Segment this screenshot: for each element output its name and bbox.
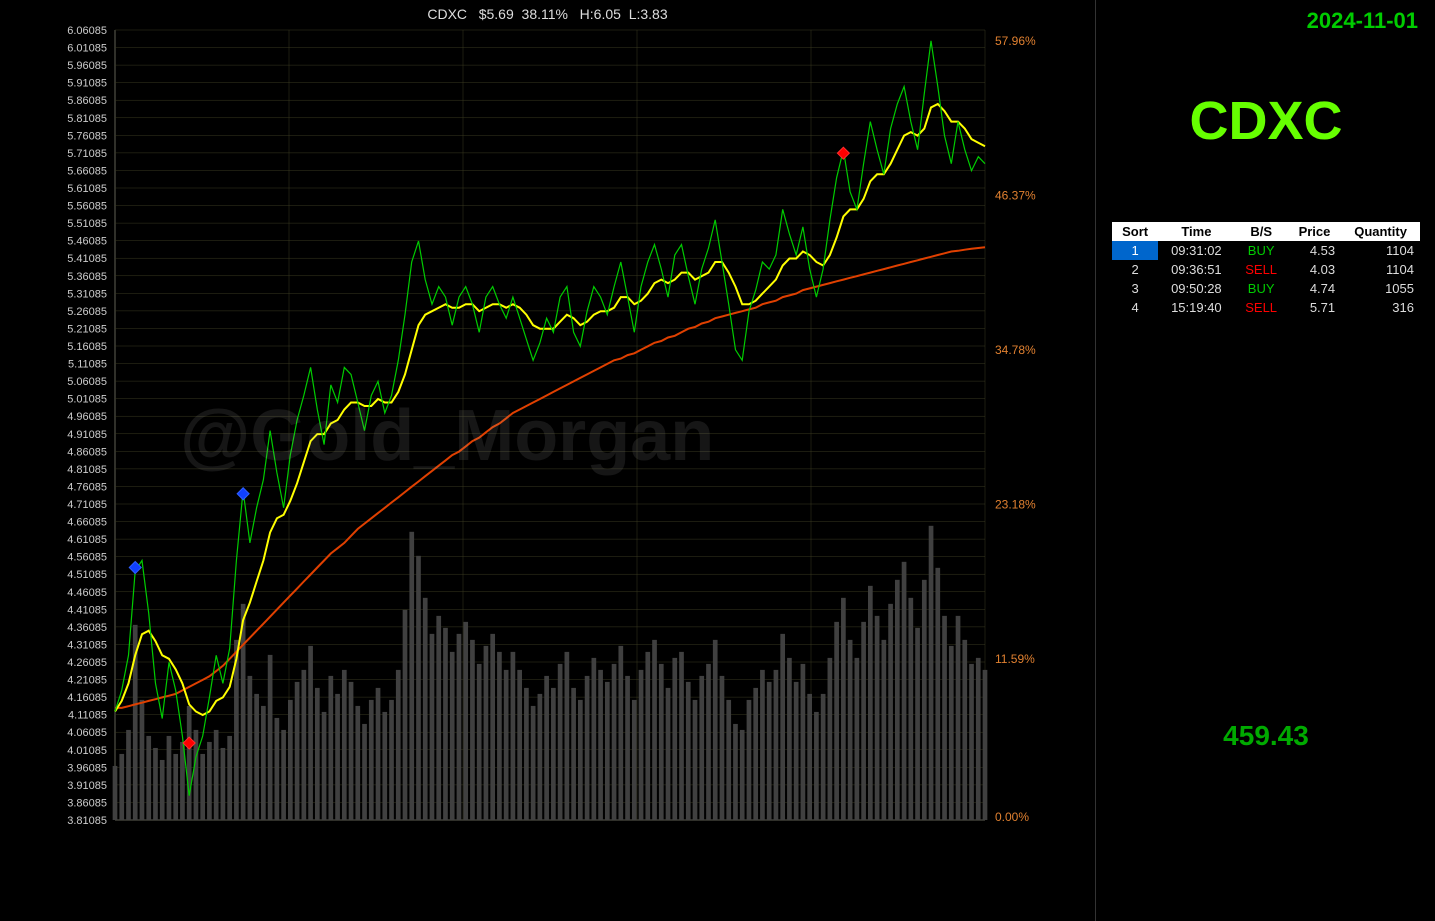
svg-text:46.37%: 46.37% [995,188,1036,202]
trade-bs: SELL [1234,260,1287,279]
trade-qty: 1104 [1341,241,1420,260]
svg-text:6.01085: 6.01085 [67,43,107,55]
trade-time: 15:19:40 [1158,298,1234,317]
svg-text:5.51085: 5.51085 [67,218,107,230]
trade-bs: BUY [1234,279,1287,298]
svg-text:5.11085: 5.11085 [68,359,107,371]
title-high: H:6.05 [580,6,621,22]
trade-row[interactable]: 209:36:51SELL4.031104 [1112,260,1420,279]
svg-text:4.06085: 4.06085 [67,727,107,739]
svg-text:4.41085: 4.41085 [67,604,107,616]
trade-time: 09:31:02 [1158,241,1234,260]
svg-text:3.81085: 3.81085 [67,815,107,827]
svg-text:4.86085: 4.86085 [67,446,107,458]
svg-text:4.46085: 4.46085 [67,587,107,599]
trades-col-price[interactable]: Price [1288,222,1341,241]
svg-text:4.36085: 4.36085 [67,622,107,634]
svg-text:3.96085: 3.96085 [67,762,107,774]
trade-qty: 1104 [1341,260,1420,279]
price-chart: 3.81085 3.86085 3.91085 3.96085 4.01085 4.060… [0,0,1095,921]
svg-text:5.86085: 5.86085 [67,95,107,107]
svg-text:5.66085: 5.66085 [67,165,107,177]
svg-text:5.56085: 5.56085 [67,201,107,213]
svg-text:5.06085: 5.06085 [67,376,107,388]
svg-text:5.91085: 5.91085 [67,78,107,90]
side-date: 2024-11-01 [1307,8,1418,34]
trade-time: 09:36:51 [1158,260,1234,279]
chart-title: CDXC $5.69 38.11% H:6.05 L:3.83 [0,6,1095,22]
trade-sort: 2 [1112,260,1158,279]
trades-col-time[interactable]: Time [1158,222,1234,241]
svg-text:4.76085: 4.76085 [67,481,107,493]
svg-text:4.71085: 4.71085 [67,499,107,511]
title-price: $5.69 [479,6,514,22]
svg-text:5.16085: 5.16085 [67,341,107,353]
svg-text:4.16085: 4.16085 [67,692,107,704]
trades-table: SortTimeB/SPriceQuantity 109:31:02BUY4.5… [1112,222,1420,317]
svg-text:5.41085: 5.41085 [67,253,107,265]
svg-text:5.81085: 5.81085 [67,113,107,125]
svg-text:4.21085: 4.21085 [67,675,107,687]
trade-time: 09:50:28 [1158,279,1234,298]
svg-text:11.59%: 11.59% [995,652,1035,666]
svg-text:3.91085: 3.91085 [67,780,107,792]
trade-bs: SELL [1234,298,1287,317]
trade-price: 5.71 [1288,298,1341,317]
trade-row[interactable]: 109:31:02BUY4.531104 [1112,241,1420,260]
side-value: 459.43 [1096,720,1435,752]
trades-col-quantity[interactable]: Quantity [1341,222,1420,241]
svg-text:5.31085: 5.31085 [67,288,107,300]
trades-col-sort[interactable]: Sort [1112,222,1158,241]
svg-text:4.11085: 4.11085 [68,710,107,722]
svg-text:4.61085: 4.61085 [67,534,107,546]
svg-text:57.96%: 57.96% [995,34,1036,48]
svg-text:5.76085: 5.76085 [67,130,107,142]
svg-text:5.26085: 5.26085 [67,306,107,318]
svg-text:5.61085: 5.61085 [67,183,107,195]
svg-text:5.36085: 5.36085 [67,271,107,283]
trade-sort: 1 [1112,241,1158,260]
svg-text:34.78%: 34.78% [995,343,1036,357]
svg-text:4.91085: 4.91085 [67,429,107,441]
svg-text:5.96085: 5.96085 [67,60,107,72]
title-symbol: CDXC [427,6,467,22]
title-pct: 38.11% [522,6,568,22]
trade-price: 4.03 [1288,260,1341,279]
svg-text:4.26085: 4.26085 [67,657,107,669]
side-symbol: CDXC [1096,90,1435,152]
trade-bs: BUY [1234,241,1287,260]
trade-sort: 4 [1112,298,1158,317]
svg-text:4.96085: 4.96085 [67,411,107,423]
trade-qty: 316 [1341,298,1420,317]
trade-qty: 1055 [1341,279,1420,298]
svg-text:4.51085: 4.51085 [67,569,107,581]
svg-text:23.18%: 23.18% [995,497,1036,511]
svg-text:0.00%: 0.00% [995,810,1029,824]
trade-row[interactable]: 309:50:28BUY4.741055 [1112,279,1420,298]
svg-text:3.86085: 3.86085 [67,797,107,809]
svg-text:4.56085: 4.56085 [67,552,107,564]
svg-text:4.81085: 4.81085 [67,464,107,476]
svg-text:4.01085: 4.01085 [67,745,107,757]
svg-text:4.66085: 4.66085 [67,517,107,529]
trades-col-bs[interactable]: B/S [1234,222,1287,241]
trade-price: 4.74 [1288,279,1341,298]
trade-sort: 3 [1112,279,1158,298]
svg-text:5.01085: 5.01085 [67,394,107,406]
trade-price: 4.53 [1288,241,1341,260]
title-low: L:3.83 [629,6,668,22]
svg-text:5.46085: 5.46085 [67,236,107,248]
svg-text:6.06085: 6.06085 [67,25,107,37]
trade-row[interactable]: 415:19:40SELL5.71316 [1112,298,1420,317]
svg-text:5.21085: 5.21085 [67,323,107,335]
svg-text:4.31085: 4.31085 [67,639,107,651]
svg-text:5.71085: 5.71085 [67,148,107,160]
